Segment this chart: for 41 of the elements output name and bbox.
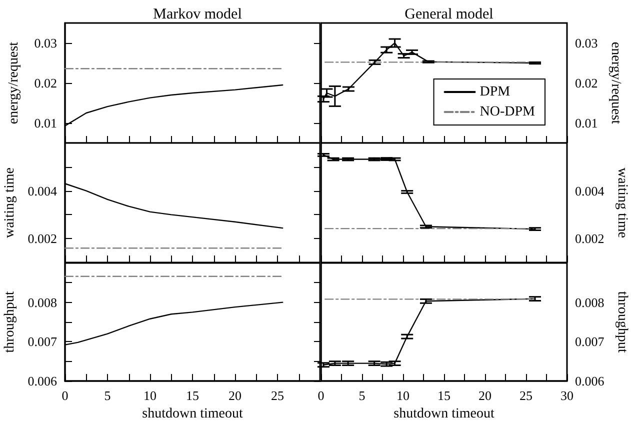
x-tick-label: 5 [104,388,111,403]
y2-axis-title: throughput [614,291,630,353]
x-tick-label: 25 [271,388,284,403]
y-tick-label: 0.002 [28,231,57,246]
y2-tick-label: 0.004 [575,183,605,198]
chart-title: General model [404,6,494,22]
y-tick-label: 0.004 [28,183,58,198]
x-axis-title: shutdown timeout [142,406,243,422]
y-axis-title: energy/request [6,42,22,124]
x-tick-label: 15 [438,388,450,403]
x-tick-label: 10 [144,388,156,403]
y2-tick-label: 0.007 [575,334,605,350]
y-axis-title: throughput [2,291,18,353]
legend-label: DPM [480,84,511,100]
y-tick-label: 0.006 [28,374,58,388]
y2-tick-label: 0.03 [575,36,598,50]
y2-tick-label: 0.006 [575,374,605,388]
x-tick-label: 20 [478,388,492,403]
y2-tick-label: 0.002 [575,231,604,246]
x-axis-title: shutdown timeout [394,406,494,422]
y-tick-label: 0.01 [34,116,57,130]
x-tick-label: 10 [396,388,410,403]
y-tick-label: 0.008 [28,294,57,310]
y-axis-title: waiting time [2,168,18,238]
y2-tick-label: 0.01 [575,116,598,130]
y-tick-label: 0.02 [34,76,57,90]
y2-tick-label: 0.02 [575,76,598,90]
y-tick-label: 0.007 [28,334,58,350]
x-tick-label: 0 [62,388,68,403]
x-tick-label: 0 [318,388,324,403]
x-tick-label: 30 [560,388,574,403]
chart-title: Markov model [153,6,242,22]
legend-label: NO-DPM [480,104,536,120]
y2-axis-title: waiting time [614,168,630,238]
x-tick-label: 15 [186,388,199,403]
y-tick-label: 0.03 [34,36,57,50]
x-tick-label: 20 [228,388,242,403]
y2-tick-label: 0.008 [575,294,604,310]
x-tick-label: 25 [520,388,532,403]
x-tick-label: 5 [358,388,366,403]
y2-axis-title: energy/request [608,42,624,124]
